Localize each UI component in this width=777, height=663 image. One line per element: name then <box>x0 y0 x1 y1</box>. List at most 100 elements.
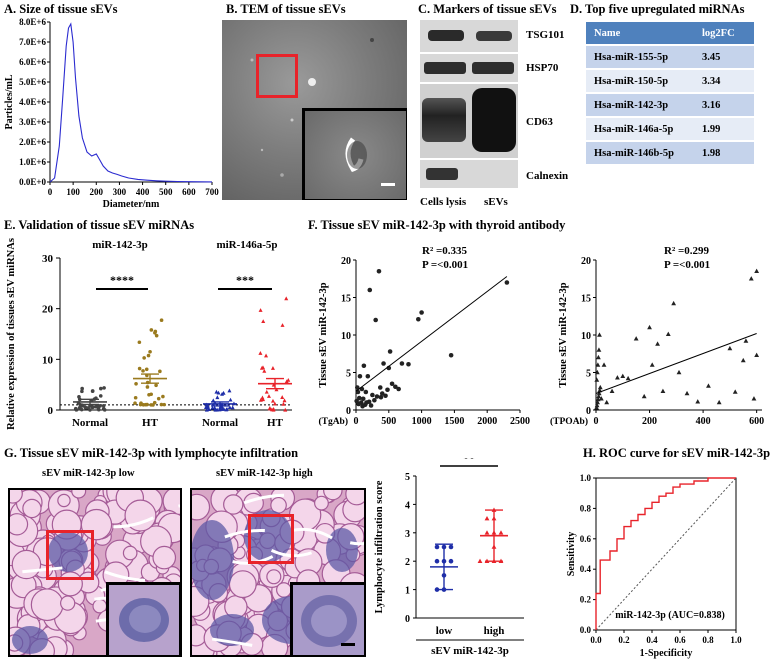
data-point <box>596 354 601 360</box>
tissue-gap <box>224 528 265 539</box>
panel-h-title: H. ROC curve for sEV miR-142-3p <box>583 446 771 460</box>
marker-hsp70: HSP70 <box>526 62 559 74</box>
table-row: Hsa-miR-150-5p 3.34 <box>586 69 754 94</box>
data-point <box>281 401 286 406</box>
significance-label: ** <box>463 458 475 465</box>
data-point <box>154 383 158 388</box>
data-point <box>90 405 95 410</box>
y-tick-label: 5.0E+6 <box>19 77 46 87</box>
data-point <box>221 390 226 395</box>
western-blot <box>420 20 518 192</box>
x-tick-label: 200 <box>90 187 104 197</box>
auc-label: miR-142-3p (AUC=0.838) <box>615 610 725 621</box>
x-tick-label: 100 <box>66 187 80 197</box>
follicle <box>60 595 76 611</box>
data-point <box>594 402 600 408</box>
lymphocyte-cluster <box>210 614 254 646</box>
x-tick-label: 600 <box>182 187 196 197</box>
data-point <box>416 316 421 322</box>
data-point <box>641 393 647 399</box>
data-point <box>743 338 749 343</box>
data-point <box>148 349 152 354</box>
data-point <box>406 361 411 367</box>
y-axis-label: Particles/mL <box>4 74 15 129</box>
data-point <box>716 399 722 405</box>
follicle <box>11 549 42 580</box>
data-point <box>609 388 615 394</box>
x-tick-label: 600 <box>749 416 764 427</box>
y-tick-label: 20 <box>42 304 54 316</box>
data-point <box>597 384 603 390</box>
histology-high-zoom-box <box>248 514 294 564</box>
data-point <box>258 397 263 402</box>
data-point <box>272 401 277 406</box>
y-tick-label: 5 <box>586 369 591 380</box>
follicle <box>22 498 42 519</box>
data-point <box>671 300 677 306</box>
data-point <box>270 398 275 403</box>
follicle <box>71 490 87 499</box>
data-point <box>141 369 145 373</box>
data-point <box>373 317 378 323</box>
data-point <box>365 373 371 379</box>
data-point <box>377 385 383 390</box>
follicle <box>314 495 329 511</box>
data-point <box>596 390 602 396</box>
panel-f-title: F. Tissue sEV miR-142-3p with thyroid an… <box>308 218 566 232</box>
lymphocyte-cluster <box>48 532 88 572</box>
data-point <box>142 356 146 360</box>
x-tick-label: 200 <box>642 416 657 427</box>
data-point <box>134 382 138 386</box>
data-point <box>633 336 639 341</box>
y-tick-label: 2 <box>405 557 410 568</box>
data-point <box>615 375 620 380</box>
data-point <box>216 390 221 395</box>
data-point <box>156 396 161 401</box>
data-point <box>477 558 483 563</box>
follicle <box>223 494 244 515</box>
y-tick-label: 4 <box>405 500 410 511</box>
y-tick-label: 4.0E+6 <box>19 97 46 107</box>
x-tick-label: 400 <box>696 416 711 427</box>
data-point <box>355 385 360 390</box>
data-point <box>161 394 165 399</box>
y-tick-label: 10 <box>341 331 351 342</box>
size-distribution-line <box>49 22 213 183</box>
table-row: Hsa-miR-155-5p 3.45 <box>586 45 754 70</box>
data-point <box>732 389 738 394</box>
data-point <box>284 379 289 384</box>
data-point <box>378 394 384 400</box>
data-point <box>149 328 154 332</box>
follicle <box>30 588 64 622</box>
data-point <box>754 268 760 274</box>
x-tick-label: 300 <box>113 187 127 197</box>
data-point <box>133 401 137 406</box>
group-label: Normal <box>72 417 108 429</box>
histology-high-label: sEV miR-142-3p high <box>216 468 313 479</box>
blot-calnexin <box>420 160 518 188</box>
data-point <box>102 408 107 412</box>
data-point <box>133 395 138 400</box>
y-axis-label: Lymphocyte infiltration score <box>374 480 385 613</box>
data-point <box>594 377 600 382</box>
lane-sevs: sEVs <box>484 196 508 208</box>
x-tick-label: 0 <box>354 416 359 427</box>
blot-tsg101 <box>420 20 518 52</box>
data-point <box>145 385 150 389</box>
tem-inset <box>302 108 407 200</box>
data-point <box>660 388 666 394</box>
category-label: low <box>436 625 453 637</box>
data-point <box>684 390 690 396</box>
data-point <box>214 389 219 394</box>
data-point <box>284 296 289 301</box>
y-tick-label: 0.8 <box>580 503 592 513</box>
data-point <box>399 361 405 366</box>
data-point <box>504 280 510 285</box>
y-axis-label: Relative expression of tissues sEV miRNA… <box>6 238 17 430</box>
blot-hsp70 <box>420 54 518 82</box>
data-point <box>102 386 106 390</box>
x-tick-label: 2000 <box>477 416 497 427</box>
tissue-gap <box>211 637 253 647</box>
data-point <box>282 398 287 403</box>
y-tick-label: 10 <box>581 331 591 342</box>
